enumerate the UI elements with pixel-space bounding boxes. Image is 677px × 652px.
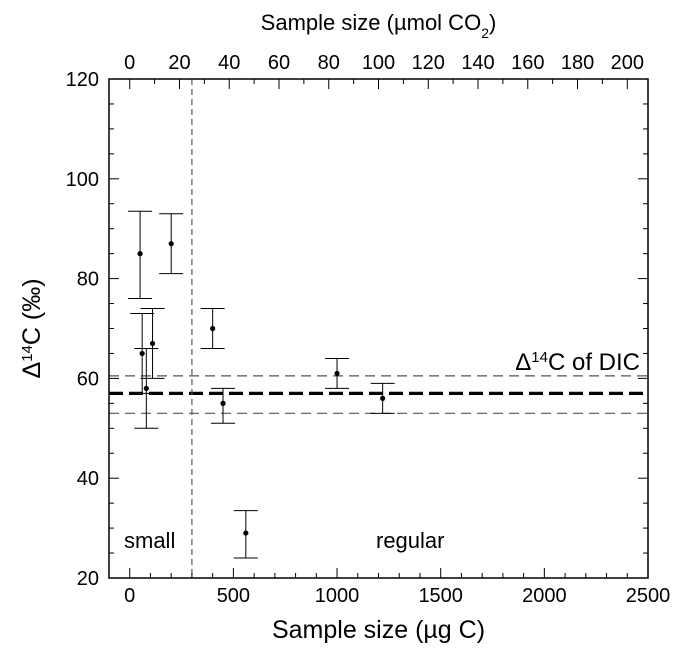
x-axis-title-prefix: Sample size (	[272, 616, 424, 644]
data-points	[137, 241, 386, 536]
y-axis-title-sup: 14	[19, 345, 36, 362]
x2-tick-label: 0	[124, 52, 135, 74]
x2-tick-label: 140	[461, 52, 494, 74]
y-tick-label: 100	[66, 169, 99, 191]
data-point-8	[334, 370, 340, 377]
dic-label-sup: 14	[531, 348, 548, 365]
dic-label: Δ14C of DIC	[515, 348, 640, 376]
dic-label-prefix: Δ	[515, 349, 531, 376]
x-axis-title-suffix: )	[477, 616, 485, 644]
data-point-2	[143, 385, 149, 391]
data-point-9	[380, 395, 386, 401]
dic-band-lines	[109, 375, 648, 414]
annotation-small: small	[124, 528, 175, 553]
error-bars	[128, 210, 395, 559]
x-tick-label: 2000	[522, 585, 567, 607]
plot-frame	[108, 78, 649, 579]
y-tick-label: 120	[66, 69, 99, 91]
annotation-regular: regular	[376, 528, 444, 553]
top-axis-title-suffix: )	[489, 10, 496, 35]
top-axis-title-prefix: Sample size (µmol CO	[261, 10, 482, 35]
x-tick-label: 1500	[418, 585, 463, 607]
x2-tick-label: 200	[611, 52, 644, 74]
data-point-1	[139, 350, 145, 357]
dic-label-suffix: C of DIC	[548, 349, 640, 376]
y-tick-label: 20	[77, 568, 99, 590]
x-tick-label: 2500	[626, 585, 671, 607]
y-tick-label: 60	[77, 368, 99, 390]
y-tick-label: 80	[77, 269, 99, 291]
x2-tick-label: 40	[218, 52, 240, 74]
x-tick-label: 500	[217, 585, 250, 607]
axis-ticks	[108, 78, 649, 579]
y-axis-title: Δ14C (‰)	[18, 278, 46, 378]
x2-tick-label: 120	[412, 52, 445, 74]
data-point-4	[168, 241, 174, 247]
x-tick-label: 1000	[315, 585, 360, 607]
data-point-6	[220, 400, 226, 406]
data-point-0	[137, 251, 143, 257]
x2-tick-label: 180	[561, 52, 594, 74]
x2-tick-label: 20	[168, 52, 190, 74]
x-axis-title: Sample size (µg C)	[272, 616, 485, 644]
x2-tick-label: 60	[268, 52, 290, 74]
x2-tick-label: 160	[511, 52, 544, 74]
top-axis-title: Sample size (µmol CO2)	[261, 10, 497, 41]
x2-tick-label: 100	[362, 52, 395, 74]
data-point-5	[210, 325, 216, 332]
y-axis-title-suffix: C (‰)	[18, 278, 46, 345]
tick-labels: 0 500 1000 1500 2000 2500 0 20 40 60 80 100 120 140 16…	[66, 52, 671, 607]
data-point-7	[243, 530, 249, 536]
top-axis-title-sub: 2	[481, 25, 489, 41]
x-axis-title-unit: µg C	[423, 616, 476, 644]
x2-tick-label: 80	[318, 52, 340, 74]
y-axis-title-prefix: Δ	[18, 362, 46, 379]
y-tick-label: 40	[77, 468, 99, 490]
data-point-3	[149, 340, 156, 347]
x-tick-label: 0	[124, 585, 135, 607]
